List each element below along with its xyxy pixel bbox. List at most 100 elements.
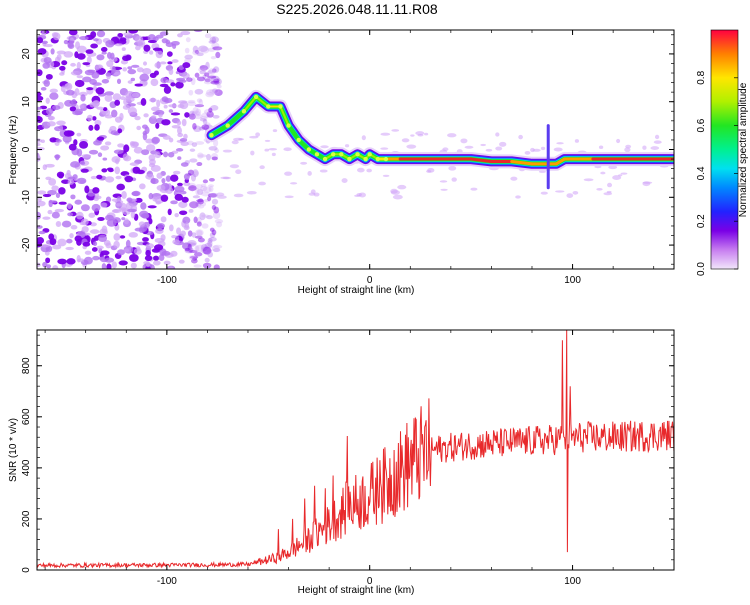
spectrogram-noise-blob [101, 168, 108, 173]
spectrogram-noise-blob [152, 111, 161, 116]
spectrogram-noise-blob [144, 255, 153, 262]
spectrogram-noise-blob [67, 40, 74, 48]
spectrogram-noise-blob [160, 216, 167, 223]
spectrogram-ridge-bead [296, 137, 301, 143]
spectrogram-noise-blob [167, 151, 175, 158]
spectrogram-noise-blob [214, 219, 224, 224]
spectrogram-noise-blob [116, 78, 122, 85]
spectrogram-noise-blob [104, 141, 112, 146]
spectrogram-noise-blob [128, 30, 139, 34]
spectrogram-noise-blob [81, 226, 89, 233]
spectrogram-noise-blob [145, 243, 155, 249]
spectrogram-noise-blob [66, 169, 71, 176]
spectrogram-noise-blob [131, 92, 140, 98]
spectrogram-noise-blob [114, 43, 123, 47]
spectrogram-noise-blob [205, 91, 214, 98]
spectrogram-noise-blob [71, 99, 77, 107]
spectrogram-noise-blob [87, 69, 96, 74]
spectrogram-noise-blob [112, 93, 122, 101]
spectrogram-noise-blob [47, 115, 56, 121]
spectrogram-noise-blob [45, 108, 54, 115]
spectrogram-noise-blob [104, 94, 113, 102]
snr-x-tick-label: -100 [157, 576, 177, 587]
spectrogram-noise-blob [199, 118, 207, 122]
spectrogram-faint-blob [366, 168, 372, 173]
spectrogram-noise-blob [155, 122, 160, 129]
spectrogram-noise-blob [70, 194, 76, 200]
spectrogram-noise-blob [210, 75, 220, 84]
spectrogram-noise-blob [78, 35, 89, 41]
spectrogram-noise-blob [208, 68, 216, 75]
colorbar-frame [710, 29, 739, 270]
spectrogram-noise-blob [156, 172, 163, 179]
spectrogram-noise-blob [195, 244, 206, 253]
spectrogram-noise-blob [190, 77, 196, 86]
spectrogram-noise-blob [112, 209, 119, 213]
spectrogram-noise-blob [208, 237, 217, 242]
spectrogram-noise-blob [59, 65, 66, 71]
spectrogram-noise-blob [145, 266, 151, 269]
spectrogram-noise-blob [211, 42, 220, 49]
snr-x-axis-label: Height of straight line (km) [298, 585, 415, 596]
spectrogram-noise-blob [40, 244, 50, 248]
spectrogram-noise-blob [154, 62, 162, 69]
spectrogram-noise-blob [96, 54, 105, 61]
spectrogram-noise-blob [211, 198, 219, 205]
spectrogram-noise-blob [111, 65, 116, 74]
spectrogram-faint-blob [319, 169, 328, 173]
spectrogram-ridge-bead [225, 123, 230, 128]
spectrogram-ridge-core [242, 95, 258, 113]
spectrogram-x-axis-label: Height of straight line (km) [298, 285, 415, 296]
spectrogram-noise-blob [200, 183, 207, 188]
spectrogram-noise-blob [123, 98, 128, 106]
spectrogram-faint-blob [495, 146, 503, 151]
spectrogram-faint-blob [607, 182, 613, 188]
spectrogram-faint-blob [410, 134, 415, 137]
spectrogram-ridge-bead [367, 152, 372, 157]
spectrogram-noise-blob [188, 89, 194, 96]
colorbar-tick-label: 0.0 [696, 262, 707, 276]
spectrogram-noise-blob [48, 200, 58, 204]
colorbar-gradient [711, 30, 738, 269]
spectrogram-noise-blob [171, 125, 181, 129]
spectrogram-faint-blob [415, 131, 425, 136]
spectrogram-noise-blob [88, 212, 96, 218]
spectrogram-noise-blob [155, 228, 164, 235]
spectrogram-noise-blob [140, 98, 147, 106]
spectrogram-noise-blob [95, 87, 105, 95]
spectrogram-noise-blob [187, 182, 196, 189]
spectrogram-noise-blob [127, 80, 133, 84]
spectrogram-noise-blob [129, 162, 139, 166]
spectrogram-ridge-bead [278, 104, 283, 109]
spectrogram-noise-blob [174, 212, 179, 218]
spectrogram-faint-blob [255, 132, 261, 137]
spectrogram-noise-blob [208, 177, 215, 182]
spectrogram-noise-blob [213, 78, 220, 83]
spectrogram-x-ticks: -100 0 100 [44, 30, 655, 286]
spectrogram-noise-blob [170, 250, 178, 257]
spectrogram-noise-blob [90, 175, 98, 180]
spectrogram-noise-blob [112, 217, 121, 224]
spectrogram-noise-blob [187, 169, 195, 176]
spectrogram-faint-blob [246, 190, 257, 195]
spectrogram-y-tick-label: 0 [21, 146, 32, 152]
spectrogram-noise-blob [199, 65, 208, 71]
snr-x-ticks: -100 0 100 [44, 330, 655, 587]
spectrogram-ridge-bead [363, 156, 368, 162]
spectrogram-noise-blob [74, 79, 85, 88]
spectrogram-noise-blob [188, 185, 197, 192]
spectrogram-noise-blob [111, 109, 118, 118]
spectrogram-noise-blob [58, 124, 64, 132]
spectrogram-faint-blob [380, 147, 389, 150]
spectrogram-noise-blob [80, 161, 86, 165]
spectrogram-noise-blob [160, 194, 169, 202]
spectrogram-noise-blob [205, 89, 216, 96]
spectrogram-noise-blob [183, 181, 191, 187]
spectrogram-noise-blob [56, 120, 66, 126]
spectrogram-faint-blob [300, 161, 308, 165]
spectrogram-noise-blob [162, 151, 169, 158]
spectrogram-noise-blob [94, 124, 100, 131]
spectrogram-noise-blob [184, 54, 193, 60]
spectrogram-noise-blob [91, 71, 100, 79]
spectrogram-faint-blob [553, 147, 563, 152]
